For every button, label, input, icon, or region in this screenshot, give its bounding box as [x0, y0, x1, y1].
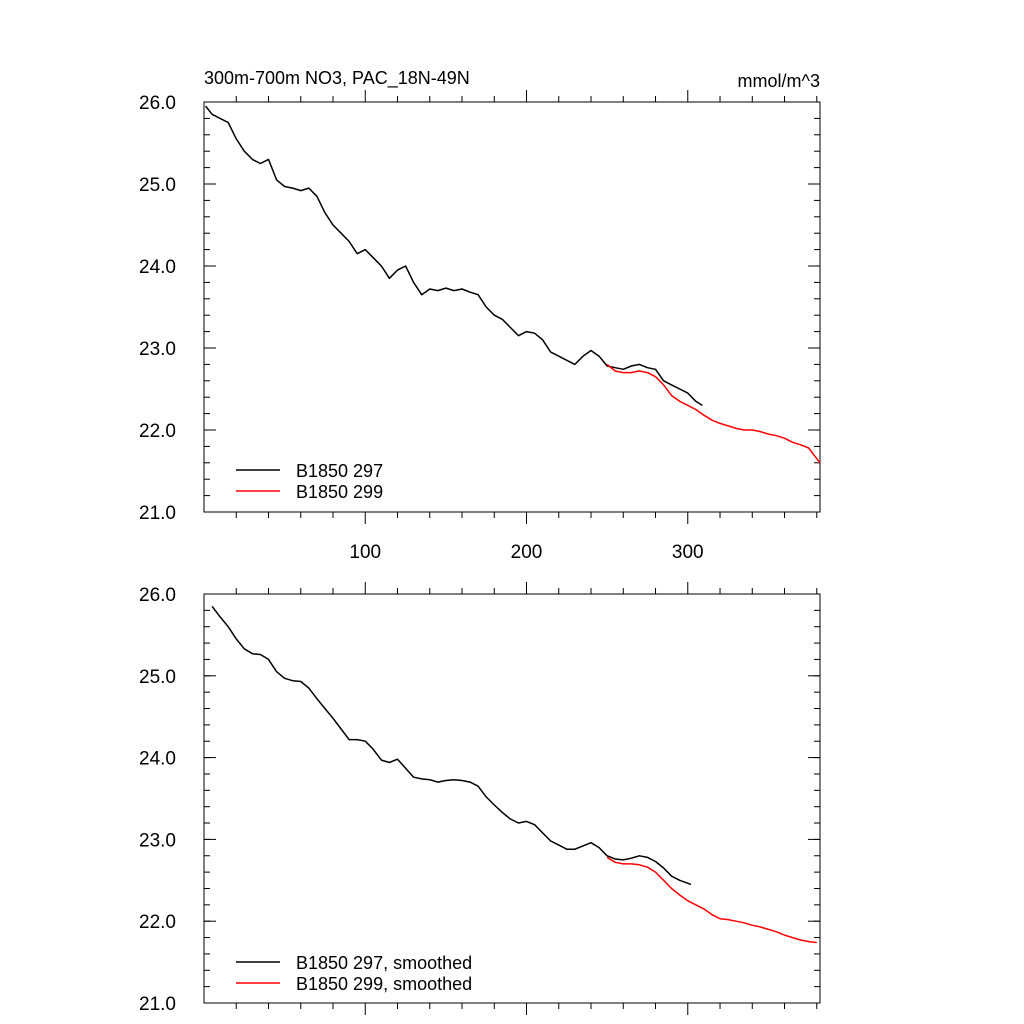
x-tick-label: 200 [511, 542, 543, 563]
series-line-1 [205, 105, 703, 407]
legend-label: B1850 297, smoothed [296, 953, 472, 973]
y-tick-label: 21.0 [139, 503, 176, 524]
y-tick-label: 22.0 [139, 912, 176, 933]
y-tick-label: 23.0 [139, 830, 176, 851]
top-panel: 21.0 22.0 23.0 24.0 25.0 26.0 100 200 300 B1850 2… [139, 90, 821, 563]
series-line-1 [211, 605, 692, 886]
legend-label: B1850 299, smoothed [296, 974, 472, 994]
y-tick-label: 24.0 [139, 749, 176, 770]
bottom-panel: 21.0 22.0 23.0 24.0 25.0 26.0 B1850 297, smoot… [139, 582, 821, 1015]
series-line-2 [606, 363, 821, 464]
legend-label: B1850 299 [296, 482, 383, 502]
y-tick-label: 26.0 [139, 93, 176, 114]
x-tick-label: 100 [349, 542, 381, 563]
y-tick-label: 22.0 [139, 421, 176, 442]
chart-title: 300m-700m NO3, PAC_18N-49N [204, 68, 470, 89]
y-tick-label: 24.0 [139, 257, 176, 278]
chart-units: mmol/m^3 [738, 71, 820, 91]
legend-label: B1850 297 [296, 461, 383, 481]
y-tick-label: 21.0 [139, 994, 176, 1015]
plot-frame [203, 593, 821, 1004]
y-tick-label: 26.0 [139, 585, 176, 606]
y-tick-label: 23.0 [139, 339, 176, 360]
x-tick-label: 300 [672, 542, 704, 563]
y-tick-label: 25.0 [139, 667, 176, 688]
y-tick-label: 25.0 [139, 175, 176, 196]
series-line-2 [606, 856, 817, 944]
plot-frame [203, 101, 821, 513]
